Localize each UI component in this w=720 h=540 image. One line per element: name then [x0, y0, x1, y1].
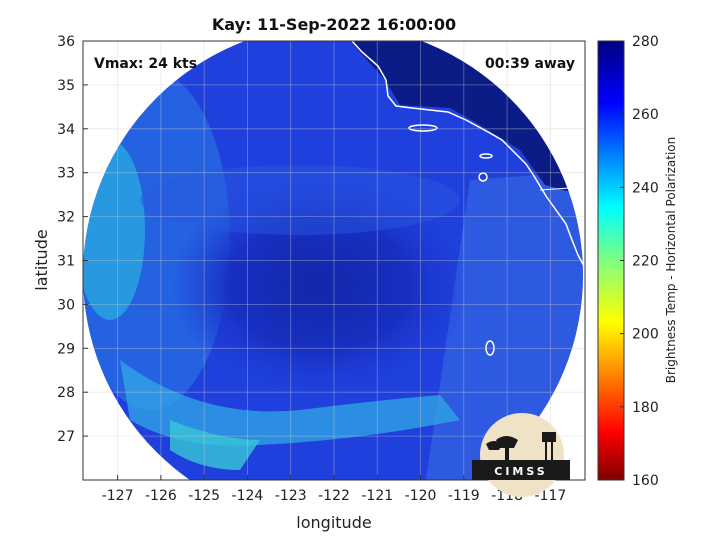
x-tick-label: -126 — [145, 488, 177, 504]
colorbar-tick-label: 200 — [632, 327, 659, 343]
x-tick-label: -117 — [534, 488, 566, 504]
colorbar-label: Brightness Temp - Horizontal Polarizatio… — [664, 137, 678, 384]
colorbar-tick-label: 240 — [632, 180, 659, 196]
x-axis-ticks: -127 -126 -125 -124 -123 -122 -121 -120 -119 -118… — [102, 475, 566, 504]
colorbar-tick-label: 260 — [632, 107, 659, 123]
y-tick-label: 30 — [57, 297, 75, 313]
vmax-label: Vmax: 24 kts — [94, 56, 197, 72]
x-tick-label: -124 — [232, 488, 264, 504]
colorbar-ticks: 160 180 200 220 240 260 280 — [620, 34, 659, 489]
chart-title: Kay: 11-Sep-2022 16:00:00 — [212, 15, 456, 34]
x-tick-label: -125 — [188, 488, 220, 504]
y-tick-label: 31 — [57, 254, 75, 270]
time-away-label: 00:39 away — [485, 56, 575, 72]
x-tick-label: -127 — [102, 488, 134, 504]
colorbar-tick-label: 280 — [632, 34, 659, 50]
coastline — [351, 41, 585, 269]
y-axis-label: latitude — [32, 229, 51, 290]
x-tick-label: -119 — [448, 488, 480, 504]
logo-text: CIMSS — [494, 465, 547, 478]
cimss-logo: CIMSS — [472, 413, 570, 497]
y-tick-label: 35 — [57, 78, 75, 94]
grid-lines — [83, 40, 585, 480]
colorbar: 160 180 200 220 240 260 280 Brightness Temp - … — [597, 34, 678, 489]
colorbar-tick-label: 180 — [632, 400, 659, 416]
y-tick-label: 29 — [57, 341, 75, 357]
map-plot — [82, 40, 586, 481]
colorbar-tick-label: 160 — [632, 473, 659, 489]
y-axis-ticks: 27 28 29 30 31 32 33 34 35 36 — [57, 34, 88, 445]
colorbar-tick-label: 220 — [632, 254, 659, 270]
y-tick-label: 34 — [57, 122, 75, 138]
y-tick-label: 27 — [57, 429, 75, 445]
y-tick-label: 36 — [57, 34, 75, 50]
x-tick-label: -120 — [405, 488, 437, 504]
y-tick-label: 28 — [57, 385, 75, 401]
x-tick-label: -123 — [275, 488, 307, 504]
y-tick-label: 33 — [57, 166, 75, 182]
x-axis-label: longitude — [296, 513, 371, 532]
y-tick-label: 32 — [57, 210, 75, 226]
x-tick-label: -122 — [318, 488, 350, 504]
x-tick-label: -121 — [361, 488, 393, 504]
